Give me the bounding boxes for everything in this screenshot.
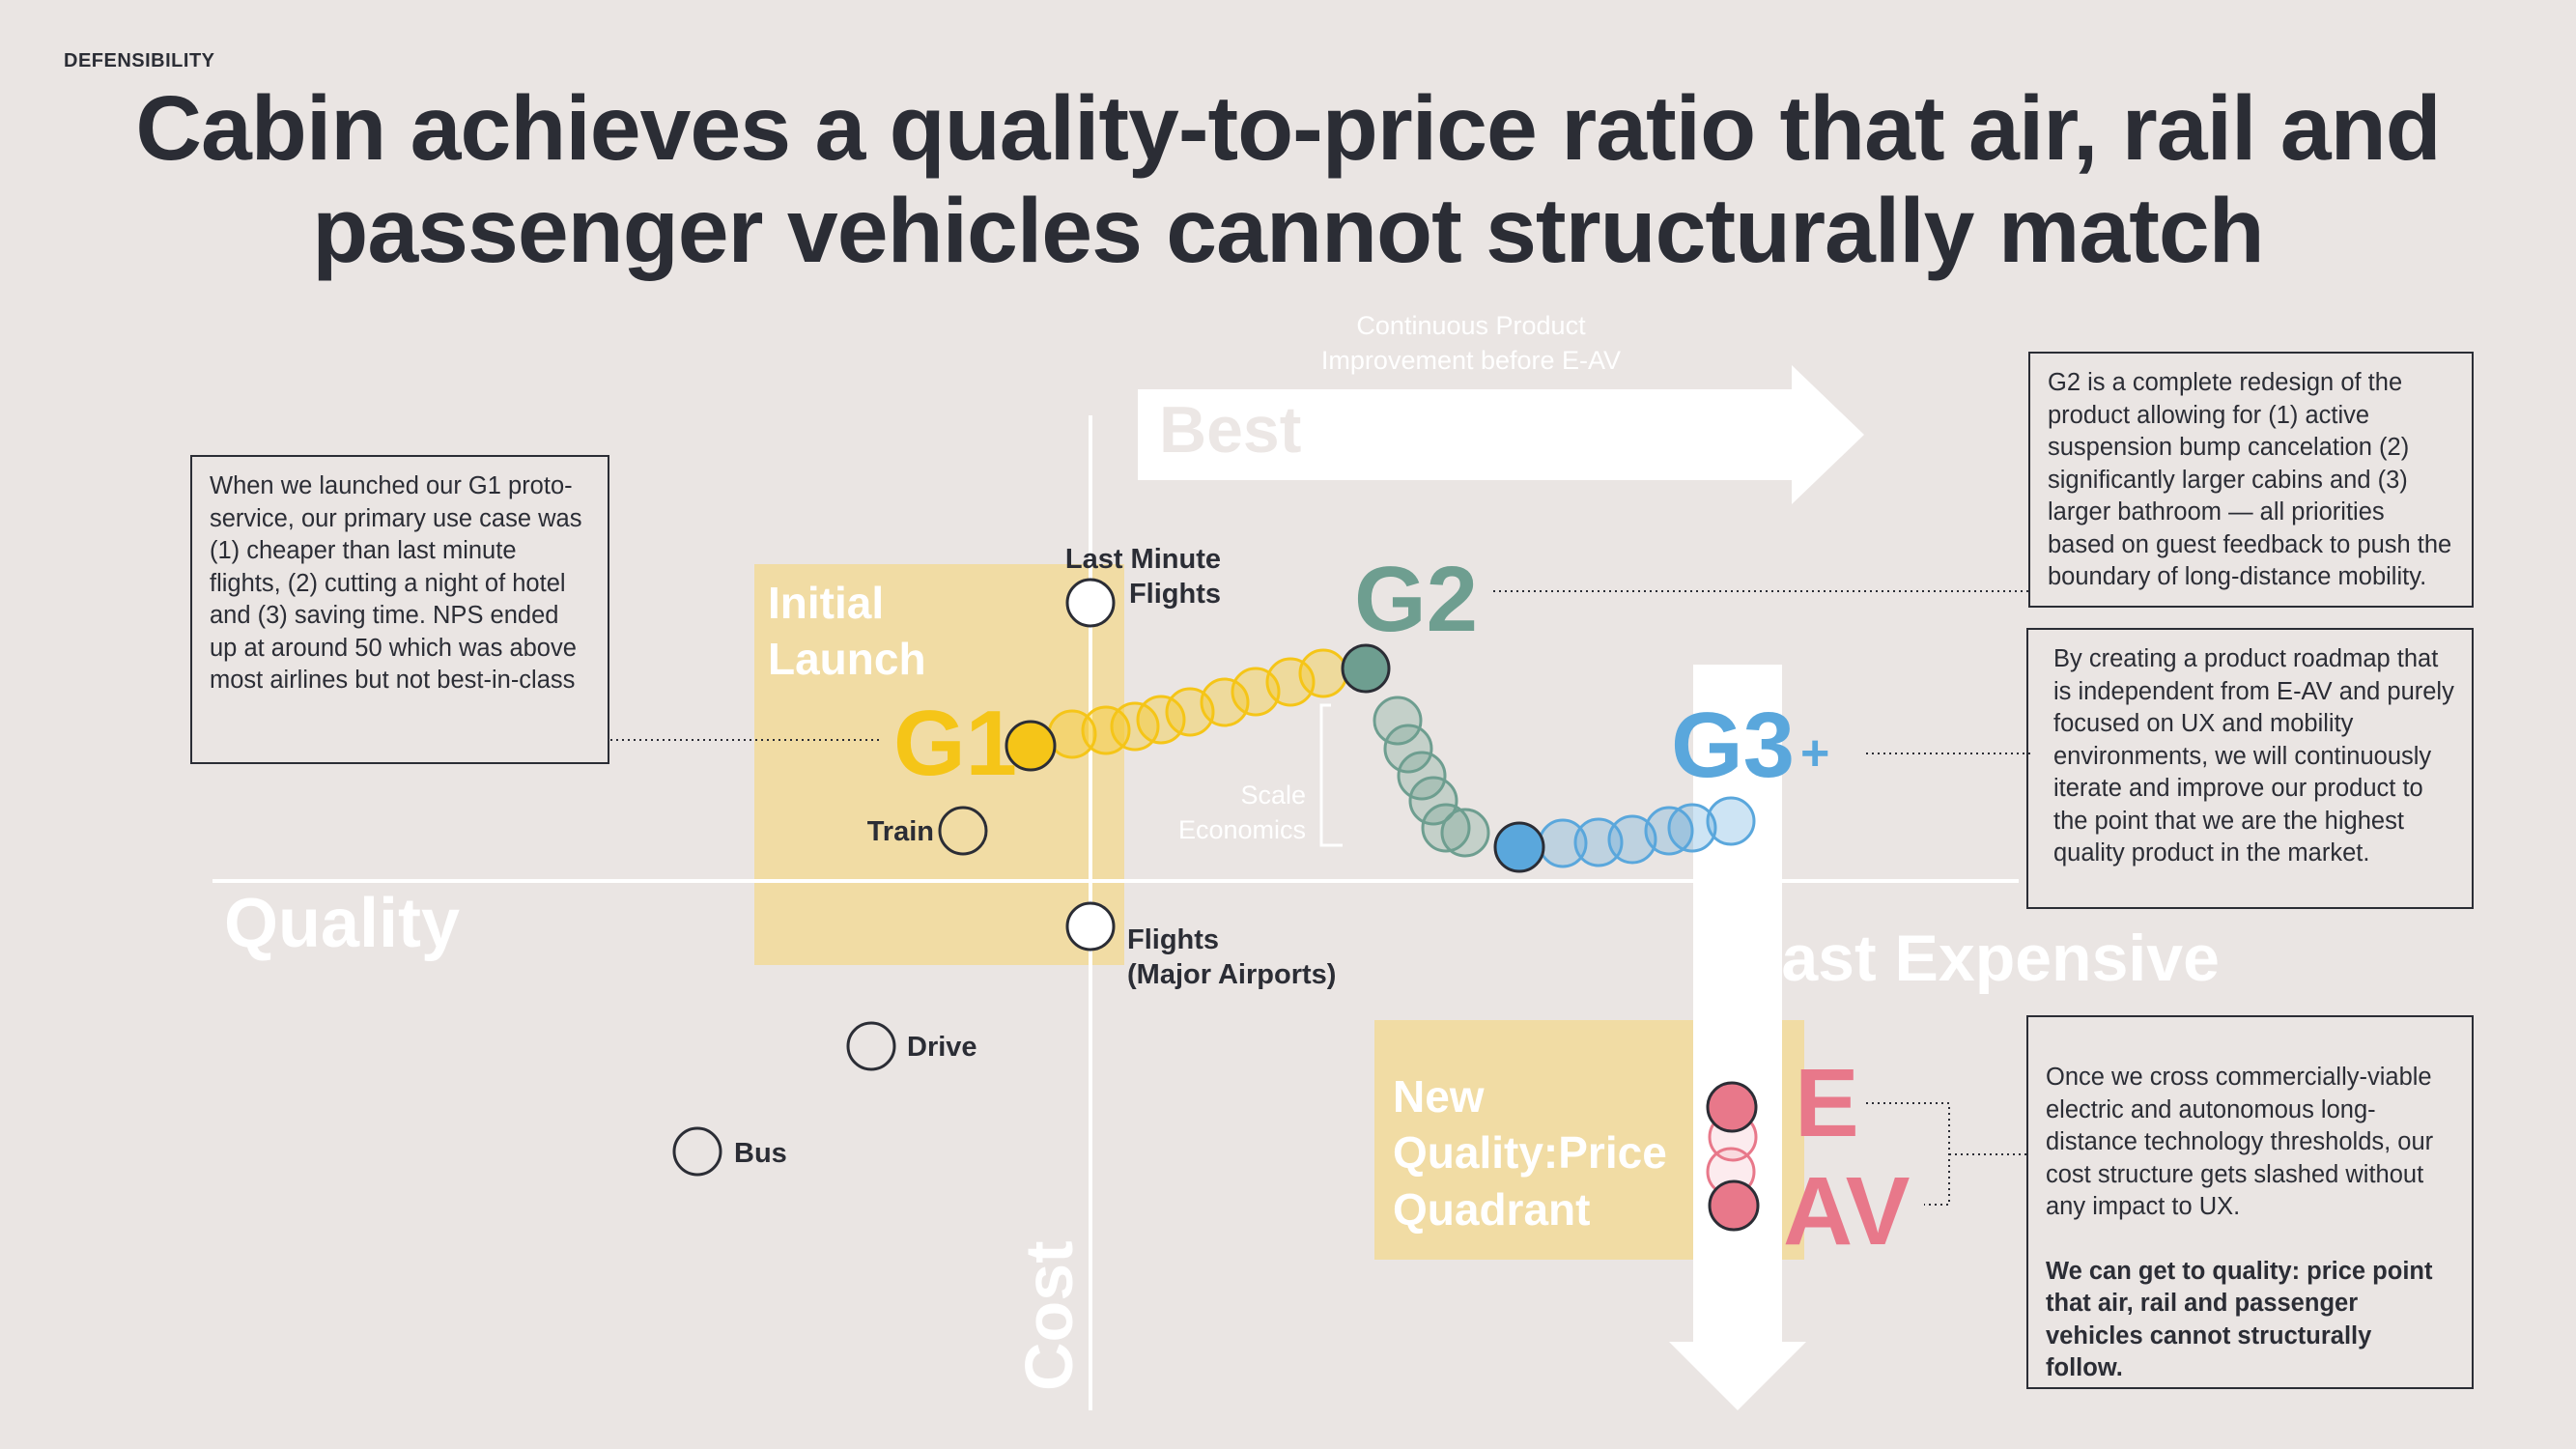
g3-label: G3 [1671, 694, 1795, 797]
drive-label: Drive [907, 1032, 977, 1063]
new-quadrant-label-line-1: New [1393, 1071, 1485, 1122]
initial-launch-label-line-2: Launch [768, 634, 926, 684]
scale-economics-line-2: Economics [1178, 815, 1306, 844]
best-arrow [1138, 365, 1864, 504]
g3-marker [1493, 821, 1545, 873]
g1-label: G1 [893, 692, 1017, 795]
new-quadrant-label-line-3: Quadrant [1393, 1184, 1590, 1235]
flights-label-line-2: (Major Airports) [1127, 959, 1336, 990]
best-label: Best [1159, 393, 1301, 467]
e-label: E [1795, 1049, 1859, 1157]
bus-marker [672, 1126, 722, 1177]
g2-note-text: G2 is a complete redesign of the product… [2048, 369, 2452, 590]
g2-label: G2 [1354, 548, 1478, 651]
g2-g3-progress-trail [1373, 696, 1490, 858]
cost-axis-label: Cost [1011, 1240, 1087, 1391]
eyebrow-label: DEFENSIBILITY [64, 50, 215, 71]
g3-plus-label: + [1800, 725, 1829, 781]
train-marker [938, 806, 988, 856]
last-minute-flights-label-line-1: Last Minute [1065, 544, 1221, 575]
g3-note: By creating a product roadmap that is in… [2026, 628, 2474, 909]
quality-axis-label: Quality [224, 885, 460, 962]
e-marker [1706, 1081, 1758, 1133]
improvement-caption-line-2: Improvement before E-AV [1321, 346, 1621, 375]
eav-note-emphasis: We can get to quality: price point that … [2046, 1257, 2433, 1382]
improvement-caption-line-1: Continuous Product [1356, 311, 1586, 340]
page-title-line-1: Cabin achieves a quality-to-price ratio … [135, 77, 2441, 180]
initial-launch-zone [754, 564, 1124, 965]
scale-economics-bracket [1319, 703, 1343, 847]
g1-g2-progress-trail [1047, 648, 1348, 759]
g2-marker [1341, 643, 1391, 694]
new-quadrant-label-line-2: Quality:Price [1393, 1127, 1667, 1178]
bus-label: Bus [734, 1138, 787, 1169]
eav-note-text: Once we cross commercially-viable electr… [2046, 1064, 2434, 1220]
g3-progress-trail [1538, 796, 1756, 868]
g1-marker [1005, 720, 1057, 772]
initial-launch-label-line-1: Initial [768, 578, 884, 628]
eav-note: Once we cross commercially-viable electr… [2026, 1015, 2474, 1389]
least-expensive-arrow [1669, 665, 1806, 1410]
last-minute-flights-label-line-2: Flights [1129, 579, 1221, 610]
page-title-line-2: passenger vehicles cannot structurally m… [312, 180, 2264, 282]
flights-label-line-1: Flights [1127, 924, 1219, 955]
least-expensive-label: Least Expensive [1705, 922, 2220, 995]
g1-note-text: When we launched our G1 proto-service, o… [210, 472, 582, 694]
g1-note: When we launched our G1 proto-service, o… [190, 455, 609, 764]
last-minute-flights-marker [1065, 578, 1116, 628]
g2-note: G2 is a complete redesign of the product… [2028, 352, 2474, 608]
flights-major-airports-marker [1065, 901, 1116, 952]
page-title: Cabin achieves a quality-to-price ratio … [0, 77, 2576, 282]
scale-economics-line-1: Scale [1240, 781, 1306, 810]
train-label: Train [867, 816, 934, 847]
g3-note-text: By creating a product roadmap that is in… [2053, 645, 2454, 867]
note-connectors [610, 590, 2030, 1206]
drive-marker [846, 1021, 896, 1071]
av-label: AV [1783, 1157, 1911, 1265]
av-marker [1708, 1179, 1760, 1232]
